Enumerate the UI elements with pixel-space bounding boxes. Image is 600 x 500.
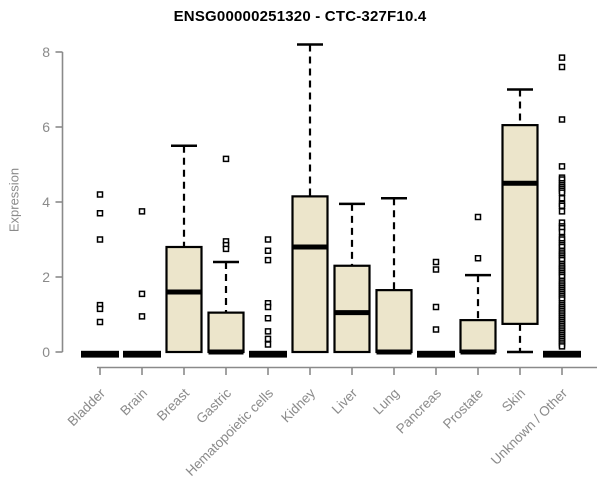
x-tick-label: Breast <box>154 385 192 423</box>
x-tick-label: Prostate <box>440 386 486 432</box>
x-tick-label: Gastric <box>193 385 234 426</box>
outlier-point <box>96 305 104 313</box>
outlier-point <box>432 326 440 333</box>
outlier-point <box>474 255 482 262</box>
outlier-point <box>264 247 272 254</box>
outlier-point <box>558 228 566 236</box>
outlier-point <box>558 195 566 202</box>
y-tick-label: 6 <box>42 119 50 135</box>
outlier-point <box>558 189 566 196</box>
x-tick-label: Lung <box>370 386 402 418</box>
box <box>333 264 371 354</box>
outlier-point <box>96 318 104 326</box>
outlier-point <box>222 155 230 163</box>
x-tick-label: Bladder <box>65 385 109 429</box>
outlier-point <box>138 313 146 320</box>
outlier-point <box>474 213 482 221</box>
box <box>459 319 497 354</box>
y-tick-label: 4 <box>42 194 50 210</box>
outlier-point <box>264 341 272 348</box>
outlier-point <box>558 116 566 123</box>
outlier-point <box>432 258 440 266</box>
outlier-point <box>264 236 272 243</box>
x-tick-label: Pancreas <box>393 385 444 436</box>
outlier-point <box>138 290 146 298</box>
collapsed-box <box>543 350 581 358</box>
x-tick-label: Kidney <box>278 385 318 425</box>
outlier-point <box>96 191 104 198</box>
collapsed-box <box>123 350 161 358</box>
x-tick-label: Unknown / Other <box>488 385 571 468</box>
chart-title: ENSG00000251320 - CTC-327F10.4 <box>173 8 427 25</box>
box <box>207 311 245 354</box>
box <box>375 289 413 354</box>
outlier-point <box>558 63 566 71</box>
collapsed-box <box>249 350 287 358</box>
outlier-point <box>558 343 566 350</box>
outlier-point <box>432 266 440 273</box>
outlier-point <box>264 328 272 335</box>
box <box>501 124 539 325</box>
collapsed-box <box>81 350 119 358</box>
outlier-point <box>558 163 566 170</box>
outlier-point <box>264 335 272 343</box>
outlier-point <box>138 208 146 215</box>
outlier-point <box>96 210 104 217</box>
x-tick-label: Brain <box>117 386 150 419</box>
collapsed-box <box>417 350 455 358</box>
outlier-point <box>558 202 566 209</box>
box <box>291 195 329 354</box>
box <box>165 245 203 354</box>
outlier-point <box>558 208 566 215</box>
outlier-point <box>264 303 272 311</box>
y-tick-label: 8 <box>42 44 50 60</box>
outlier-point <box>222 245 230 253</box>
outlier-point <box>264 315 272 322</box>
outlier-point <box>96 236 104 243</box>
outlier-point <box>264 256 272 264</box>
outlier-point <box>432 303 440 311</box>
outlier-point <box>558 54 566 61</box>
x-tick-label: Liver <box>329 385 361 417</box>
x-tick-label: Skin <box>499 386 528 415</box>
y-tick-label: 0 <box>42 344 50 360</box>
y-tick-label: 2 <box>42 269 50 285</box>
